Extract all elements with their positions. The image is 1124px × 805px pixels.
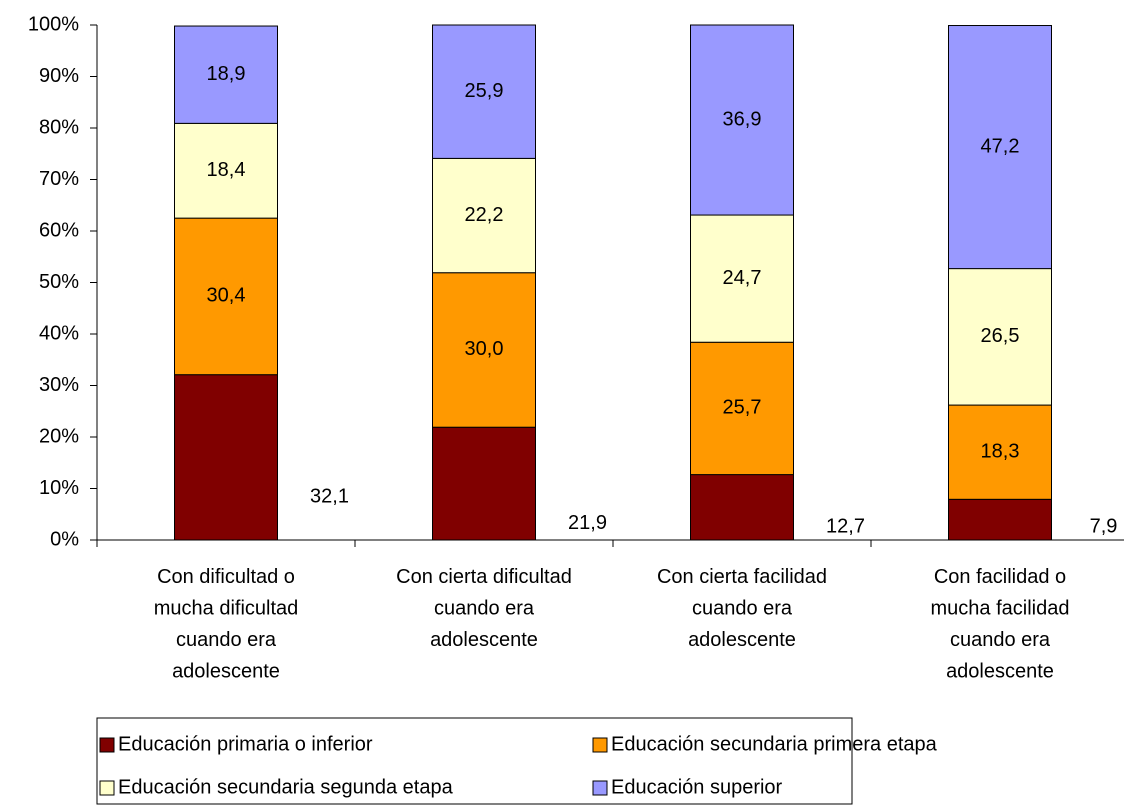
x-tick-label-line: cuando era — [692, 598, 793, 620]
data-label: 47,2 — [981, 135, 1020, 157]
y-tick-label: 70% — [39, 168, 79, 190]
x-tick-label-line: Con cierta dificultad — [396, 566, 572, 588]
legend-label: Educación primaria o inferior — [118, 733, 373, 755]
bar-segment — [174, 217, 278, 376]
data-label: 18,3 — [981, 440, 1020, 462]
x-tick-label-line: Con cierta facilidad — [657, 566, 827, 588]
y-tick-label: 60% — [39, 219, 79, 241]
legend-label: Educación secundaria primera etapa — [611, 733, 938, 755]
y-tick-label: 100% — [28, 13, 79, 35]
legend-label: Educación superior — [611, 776, 783, 798]
y-tick-label: 30% — [39, 374, 79, 396]
data-label: 7,9 — [1090, 515, 1118, 537]
bar-segment — [948, 268, 1052, 406]
x-tick-label-line: adolescente — [172, 661, 280, 683]
y-tick-label: 10% — [39, 477, 79, 499]
legend-box — [96, 717, 853, 805]
x-tick-label-line: Con facilidad o — [934, 566, 1066, 588]
legend-swatch — [99, 780, 115, 796]
y-tick-label: 0% — [50, 528, 79, 550]
bar-segment — [174, 122, 278, 219]
x-tick-label-line: adolescente — [688, 629, 796, 651]
legend-swatch — [592, 737, 608, 753]
x-tick-label-line: mucha facilidad — [931, 598, 1070, 620]
x-tick-label: Con cierta facilidad cuando era adolescent… — [657, 566, 827, 651]
x-tick-label: Con cierta dificultad cuando era adolescen… — [396, 566, 572, 651]
bar-segment — [690, 24, 794, 216]
data-label: 30,4 — [207, 285, 246, 307]
legend-swatch — [99, 737, 115, 753]
bar-segment — [948, 25, 1052, 270]
x-tick-label-line: cuando era — [950, 629, 1051, 651]
bar-segment — [174, 25, 278, 124]
bar-segment — [948, 498, 1052, 541]
bar-segment — [948, 404, 1052, 500]
data-label: 18,4 — [207, 159, 246, 181]
bar-segment — [432, 24, 536, 159]
data-label: 25,7 — [723, 397, 762, 419]
data-label: 36,9 — [723, 108, 762, 130]
bar-segment — [174, 374, 278, 541]
data-label: 25,9 — [465, 80, 504, 102]
data-label: 21,9 — [568, 512, 607, 534]
legend-swatch — [592, 780, 608, 796]
legend-label: Educación secundaria segunda etapa — [118, 776, 454, 798]
x-tick-label-line: Con dificultad o — [157, 566, 295, 588]
data-label: 24,7 — [723, 267, 762, 289]
data-label: 32,1 — [310, 486, 349, 508]
bar-segment — [690, 474, 794, 541]
data-label: 18,9 — [207, 63, 246, 85]
x-tick-label: Con dificultad o mucha dificultad cuando e… — [154, 566, 299, 683]
bar-segment — [690, 214, 794, 343]
x-tick-label: Con facilidad o mucha facilidad cuando era… — [931, 566, 1070, 683]
x-tick-label-line: adolescente — [430, 629, 538, 651]
data-label: 22,2 — [465, 204, 504, 226]
bar-segment — [432, 272, 536, 428]
y-tick-label: 80% — [39, 116, 79, 138]
y-tick-label: 50% — [39, 271, 79, 293]
x-tick-label-line: adolescente — [946, 661, 1054, 683]
data-label: 26,5 — [981, 325, 1020, 347]
data-label: 12,7 — [826, 515, 865, 537]
bar-segment — [432, 426, 536, 541]
x-tick-label-line: cuando era — [176, 629, 277, 651]
x-tick-label-line: mucha dificultad — [154, 598, 299, 620]
data-label: 30,0 — [465, 338, 504, 360]
y-tick-label: 40% — [39, 322, 79, 344]
bar-segment — [432, 157, 536, 274]
y-tick-label: 20% — [39, 425, 79, 447]
y-tick-label: 90% — [39, 65, 79, 87]
x-tick-label-line: cuando era — [434, 598, 535, 620]
